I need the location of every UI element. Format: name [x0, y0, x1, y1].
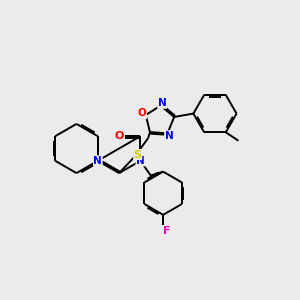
Text: F: F: [163, 226, 170, 236]
Text: N: N: [165, 131, 173, 141]
Text: O: O: [138, 109, 146, 118]
Text: S: S: [134, 149, 142, 160]
Text: N: N: [158, 98, 167, 108]
Text: N: N: [136, 156, 145, 166]
Text: N: N: [93, 156, 102, 166]
Text: O: O: [115, 131, 124, 141]
